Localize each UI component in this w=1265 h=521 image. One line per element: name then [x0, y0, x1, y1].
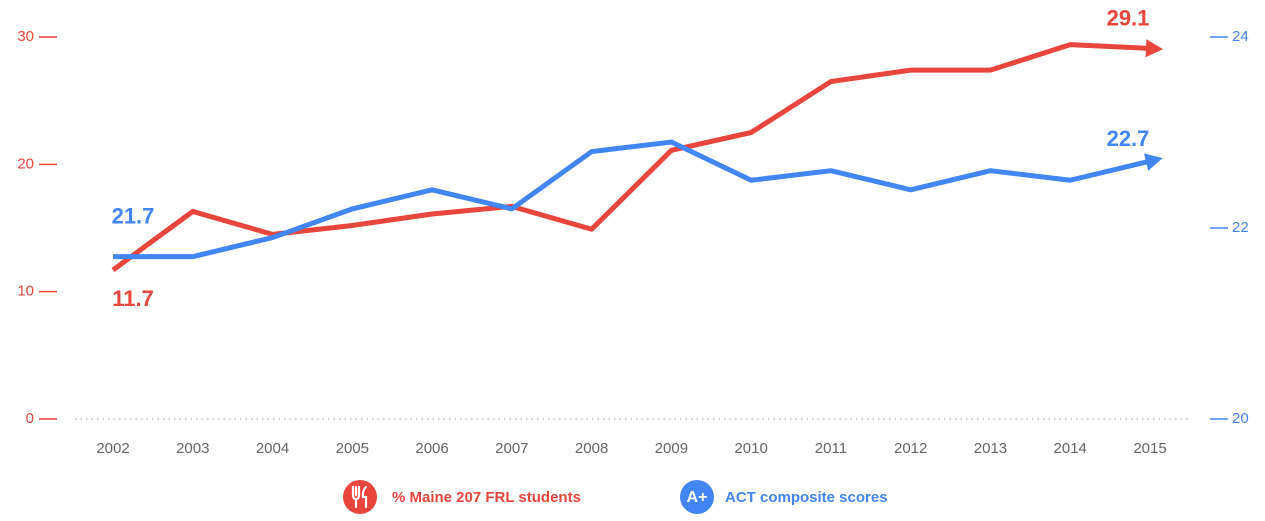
x-tick-label: 2015	[1133, 440, 1166, 457]
x-tick-label: 2008	[575, 440, 608, 457]
legend-icon	[680, 480, 714, 514]
data-line	[113, 139, 1151, 260]
legend-item: A+ ACT composite scores	[680, 480, 888, 514]
y2-tick-label: 20	[1232, 410, 1249, 427]
x-tick-label: 2002	[96, 440, 129, 457]
y-tick-label: 10	[17, 283, 34, 300]
x-tick-label: 2006	[415, 440, 448, 457]
value-label: 22.7	[1107, 126, 1150, 151]
value-label: 21.7	[112, 203, 155, 228]
value-label: 29.1	[1107, 5, 1150, 30]
x-tick-label: 2013	[974, 440, 1007, 457]
x-tick-label: 2011	[815, 440, 847, 457]
value-label: 11.7	[112, 286, 154, 311]
legend-label: ACT composite scores	[725, 489, 888, 506]
legend-label: % Maine 207 FRL students	[392, 489, 581, 506]
x-tick-label: 2003	[176, 440, 209, 457]
legend-item: % Maine 207 FRL students	[343, 480, 581, 514]
arrow-head	[1144, 153, 1163, 171]
x-tick-label: 2007	[495, 440, 528, 457]
y2-tick-label: 24	[1232, 28, 1249, 45]
arrow-head	[1145, 39, 1163, 58]
legend-icon	[343, 480, 377, 514]
x-tick-label: 2010	[734, 440, 767, 457]
x-tick-label: 2004	[256, 440, 289, 457]
legend-icon-glyph	[351, 485, 368, 509]
x-tick-label: 2009	[655, 440, 688, 457]
x-tick-label: 2014	[1054, 440, 1087, 457]
x-tick-label: 2005	[336, 440, 369, 457]
y2-tick-label: 22	[1232, 219, 1249, 236]
y-tick-label: 30	[17, 28, 34, 45]
y-tick-label: 0	[26, 410, 34, 427]
legend-icon-text: A+	[687, 489, 708, 506]
y-tick-label: 20	[17, 155, 34, 172]
x-tick-label: 2012	[894, 440, 927, 457]
